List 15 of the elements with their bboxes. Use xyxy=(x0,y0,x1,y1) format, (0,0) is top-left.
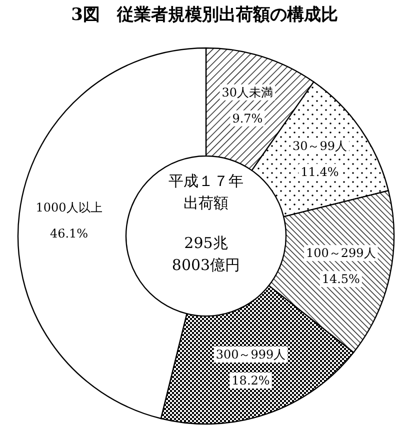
slice-label: 30人未満 xyxy=(222,85,274,100)
data-label: 11.4% xyxy=(300,164,339,179)
data-label: 18.2% xyxy=(232,374,270,388)
slice-label: 30～99人 xyxy=(292,138,347,153)
chart-title: 3図 従業者規模別出荷額の構成比 xyxy=(71,5,338,25)
slice-label: 1000人以上 xyxy=(36,200,102,214)
data-label: 9.7% xyxy=(232,111,263,126)
slice-label: 300～999人 xyxy=(216,348,286,362)
data-label: 14.5% xyxy=(322,272,360,286)
text: 平成１７年 xyxy=(168,172,244,190)
text: 295兆 xyxy=(184,234,228,252)
data-label: 46.1% xyxy=(50,226,88,240)
text: 出荷額 xyxy=(184,194,228,212)
slice-label: 100～299人 xyxy=(306,246,376,260)
text: 8003億円 xyxy=(172,256,240,274)
